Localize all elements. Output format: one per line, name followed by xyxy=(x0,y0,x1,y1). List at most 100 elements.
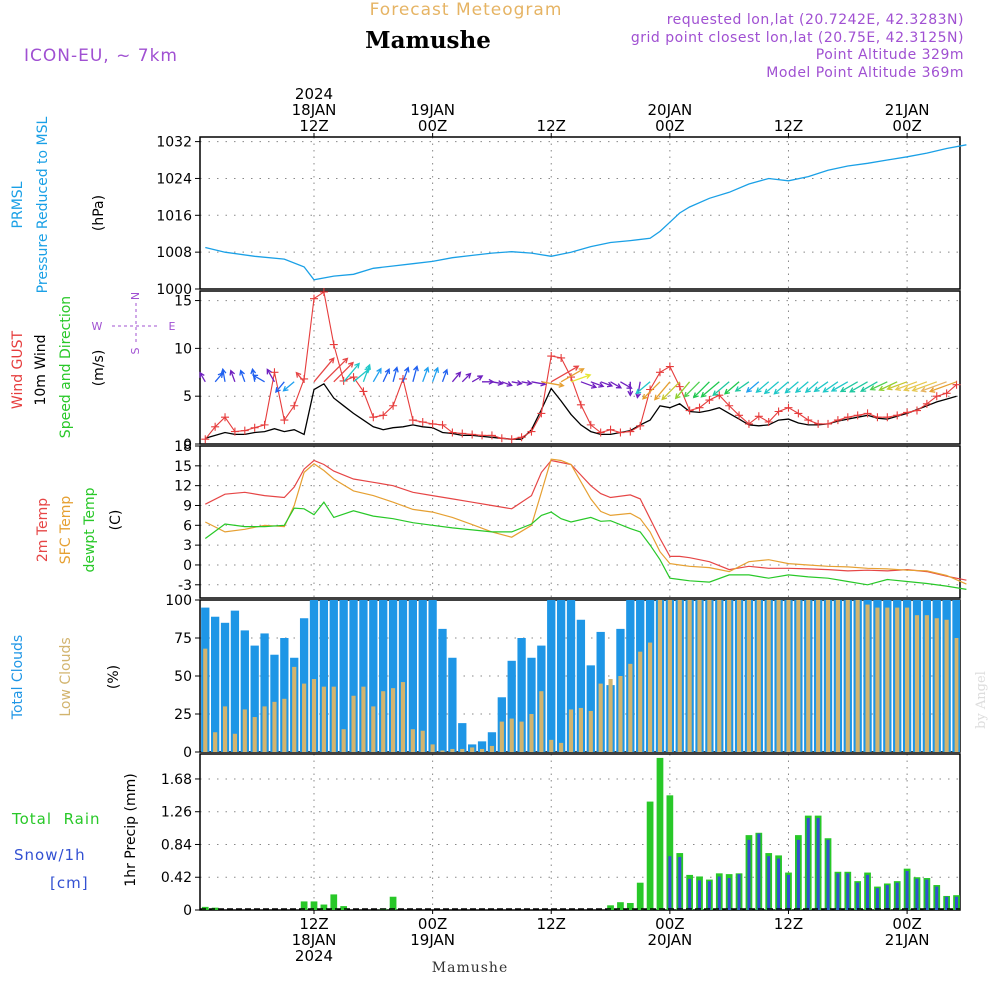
wind-direction-arrow xyxy=(431,366,440,383)
wind-direction-arrow xyxy=(894,381,918,391)
cloud-total-bar xyxy=(240,630,249,752)
wind-direction-arrow xyxy=(804,381,819,393)
top-time-label: 12Z xyxy=(774,117,803,135)
cloud-low-bar xyxy=(509,718,514,752)
wind-label-3: Speed and Direction xyxy=(58,296,74,438)
snow-bar xyxy=(895,882,899,910)
cloud-low-bar xyxy=(549,739,554,752)
cloud-low-bar xyxy=(529,714,534,752)
cloud-low-bar xyxy=(292,666,297,752)
snow-bar xyxy=(866,874,870,910)
cloud-low-bar xyxy=(766,600,771,752)
wind-direction-arrow xyxy=(501,381,513,387)
wind-gust-marker xyxy=(843,413,852,422)
snow-bar xyxy=(668,856,672,910)
requested-coords: requested lon,lat (20.7242E, 42.3283N) xyxy=(667,12,964,28)
snow-bar xyxy=(707,881,711,910)
bottom-time-label: 18JAN xyxy=(292,931,337,949)
cloud-total-bar xyxy=(280,638,289,752)
cloud-low-bar xyxy=(875,607,880,752)
wind-gust-marker xyxy=(655,368,664,377)
snow-bar xyxy=(915,878,919,910)
wind-direction-arrow xyxy=(763,381,780,395)
wind-direction-arrow xyxy=(610,381,623,389)
snow-bar xyxy=(796,839,800,910)
wind-gust-marker xyxy=(418,418,427,427)
snow-bar xyxy=(727,878,731,910)
wind-gust-marker xyxy=(497,434,506,443)
wind-direction-arrow xyxy=(878,381,898,392)
top-time-label: 21JAN xyxy=(885,101,930,119)
cloud-low-bar xyxy=(430,744,435,752)
clouds-ytick-label: 100 xyxy=(165,593,192,609)
wind-direction-arrow xyxy=(830,381,849,392)
wind-direction-arrow xyxy=(755,381,770,393)
temp-2m-line xyxy=(205,459,967,581)
cloud-low-bar xyxy=(213,732,218,752)
wind-gust-marker xyxy=(458,429,467,438)
wind-gust-marker xyxy=(764,418,773,427)
clouds-ytick-label: 25 xyxy=(174,707,192,723)
wind-gust-marker xyxy=(922,399,931,408)
wind-gust-marker xyxy=(814,419,823,428)
wind-gust-marker xyxy=(438,420,447,429)
wind-gust-marker xyxy=(487,431,496,440)
rain-bar xyxy=(626,902,634,910)
wind-ytick-label: 5 xyxy=(183,389,192,405)
cloud-total-bar xyxy=(349,600,358,752)
wind-direction-arrow xyxy=(869,381,888,391)
cloud-low-bar xyxy=(657,600,663,752)
bottom-time-label: 12Z xyxy=(299,915,328,933)
temp-ytick-label: 18 xyxy=(174,439,192,455)
wind-gust-marker xyxy=(507,435,516,444)
compass-south: S xyxy=(129,347,142,354)
wind-direction-arrow xyxy=(461,372,472,383)
clouds-ytick-label: 75 xyxy=(174,631,192,647)
wind-direction-arrow xyxy=(627,381,634,397)
cloud-total-bar xyxy=(547,600,556,752)
temp-ytick-label: -3 xyxy=(178,578,192,594)
cloud-low-bar xyxy=(687,600,692,752)
temp-ytick-label: 3 xyxy=(183,538,192,554)
cloud-low-bar xyxy=(222,706,228,752)
pressure-ytick-label: 1016 xyxy=(156,208,192,224)
wind-direction-arrow xyxy=(422,366,430,383)
wind-direction-arrow xyxy=(745,381,760,393)
wind-gust-marker xyxy=(725,401,734,410)
cloud-low-bar xyxy=(825,600,831,752)
cloud-low-bar xyxy=(638,651,643,752)
cloud-low-bar xyxy=(252,717,257,752)
wind-gust-marker xyxy=(537,409,546,418)
bottom-time-label: 12Z xyxy=(774,915,803,933)
cloud-total-bar xyxy=(359,600,368,752)
wind-gust-marker xyxy=(893,411,902,420)
cloud-low-bar xyxy=(628,663,633,752)
wind-gust-marker xyxy=(833,416,842,425)
wind-gust-marker xyxy=(685,406,694,415)
temp-label-3: dewpt Temp xyxy=(82,487,98,572)
temp-frame xyxy=(199,445,961,599)
cloud-low-bar xyxy=(479,748,485,752)
precip-ytick-label: 0.42 xyxy=(161,870,192,886)
cloud-total-bar xyxy=(438,628,447,752)
wind-direction-arrow xyxy=(784,381,799,394)
wind-gust-marker xyxy=(853,411,862,420)
cloud-low-bar xyxy=(697,600,702,752)
wind-direction-arrow xyxy=(266,368,276,383)
top-time-label: 12Z xyxy=(299,117,328,135)
bottom-time-label: 00Z xyxy=(655,915,684,933)
cloud-low-bar xyxy=(460,748,465,752)
snow-bar xyxy=(698,880,702,910)
cloud-total-bar xyxy=(388,600,398,752)
clouds-ytick-label: 50 xyxy=(174,669,192,685)
snow-bar xyxy=(885,885,889,910)
wind-gust-marker xyxy=(230,427,239,436)
wind-direction-arrow xyxy=(570,373,592,383)
credit-watermark: by Angel xyxy=(974,671,989,729)
cloud-total-bar xyxy=(576,619,586,752)
cloud-low-bar xyxy=(262,706,267,752)
cloud-low-bar xyxy=(400,682,406,752)
top-time-label: 20JAN xyxy=(647,101,692,119)
cloud-total-bar xyxy=(517,638,526,752)
